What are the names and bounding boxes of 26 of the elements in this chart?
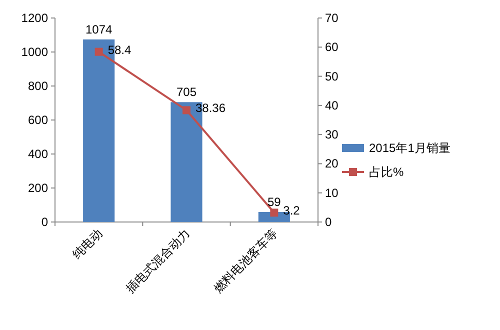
y-tick-label: 600 [28, 113, 48, 127]
y2-tick-label: 40 [325, 98, 339, 112]
legend-label: 占比% [369, 165, 404, 179]
x-tick-label: 燃料电池客车等 [210, 226, 280, 296]
y2-tick-label: 30 [325, 128, 339, 142]
y-tick-label: 1200 [21, 11, 48, 25]
data-label: 1074 [85, 22, 113, 36]
y2-tick-label: 50 [325, 69, 339, 84]
y-tick-label: 200 [28, 181, 48, 195]
legend-label: 2015年1月销量 [369, 141, 450, 155]
data-label: 59 [267, 194, 282, 209]
y2-tick-label: 70 [325, 11, 339, 25]
y2-tick-label: 20 [325, 156, 339, 171]
y2-tick-label: 60 [325, 40, 339, 54]
y2-tick-label: 0 [325, 215, 332, 229]
y2-tick-label: 10 [325, 186, 339, 200]
y-tick-label: 800 [28, 79, 48, 93]
y-tick-label: 1000 [21, 45, 48, 59]
data-label: 3.2 [283, 204, 300, 218]
data-label: 705 [176, 85, 197, 100]
x-tick-label: 插电式混合动力 [123, 226, 193, 296]
y-tick-label: 0 [41, 215, 48, 229]
point [182, 106, 190, 114]
y-tick-label: 400 [28, 147, 48, 161]
point [94, 48, 103, 56]
x-tick-label: 纯电动 [70, 226, 105, 262]
